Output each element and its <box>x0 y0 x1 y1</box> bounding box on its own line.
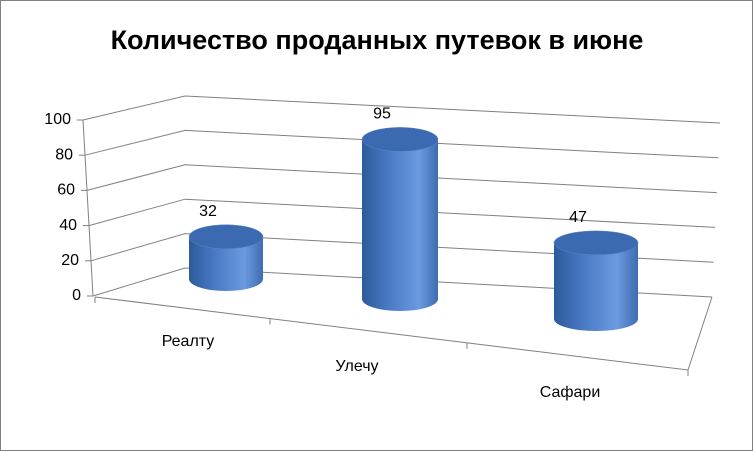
grid-line <box>86 164 717 194</box>
chart-title: Количество проданных путевок в июне <box>111 25 644 55</box>
y-tick-label: 40 <box>59 217 77 234</box>
y-tick-label: 100 <box>44 111 71 128</box>
data-label: 47 <box>569 209 587 226</box>
x-tick-label: Сафари <box>540 384 601 401</box>
cylinder-top <box>361 127 439 152</box>
grid-line <box>92 267 713 298</box>
grid-line <box>88 198 716 228</box>
cylinder <box>189 236 263 291</box>
grid-line <box>82 95 721 124</box>
cylinder-top <box>188 224 264 250</box>
y-tick-label: 20 <box>61 252 79 269</box>
cylinder <box>362 139 438 311</box>
y-axis <box>82 119 94 297</box>
y-tick-label: 80 <box>55 146 73 163</box>
y-tick-label: 60 <box>57 182 75 199</box>
x-tick-label: Реалту <box>162 333 215 350</box>
cylinder <box>554 242 638 331</box>
cylinder-top <box>553 230 639 256</box>
x-tick-label: Улечу <box>335 358 378 375</box>
grid-line <box>84 129 719 159</box>
data-label: 32 <box>199 203 217 220</box>
data-label: 95 <box>373 106 391 123</box>
grid-line <box>90 233 714 263</box>
y-tick-label: 0 <box>72 287 81 304</box>
